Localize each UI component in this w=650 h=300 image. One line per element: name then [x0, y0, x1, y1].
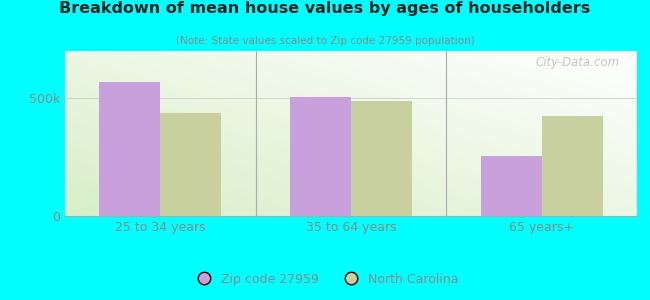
Bar — [161, 113, 222, 216]
Text: Breakdown of mean house values by ages of householders: Breakdown of mean house values by ages o… — [59, 2, 591, 16]
Bar — [290, 97, 351, 216]
Text: (Note: State values scaled to Zip code 27959 population): (Note: State values scaled to Zip code 2… — [176, 36, 474, 46]
Legend: Zip code 27959, North Carolina: Zip code 27959, North Carolina — [187, 268, 463, 291]
Bar — [480, 156, 541, 216]
Bar — [541, 116, 603, 216]
Bar — [99, 82, 161, 216]
Bar — [351, 100, 412, 216]
Text: City-Data.com: City-Data.com — [536, 56, 620, 69]
